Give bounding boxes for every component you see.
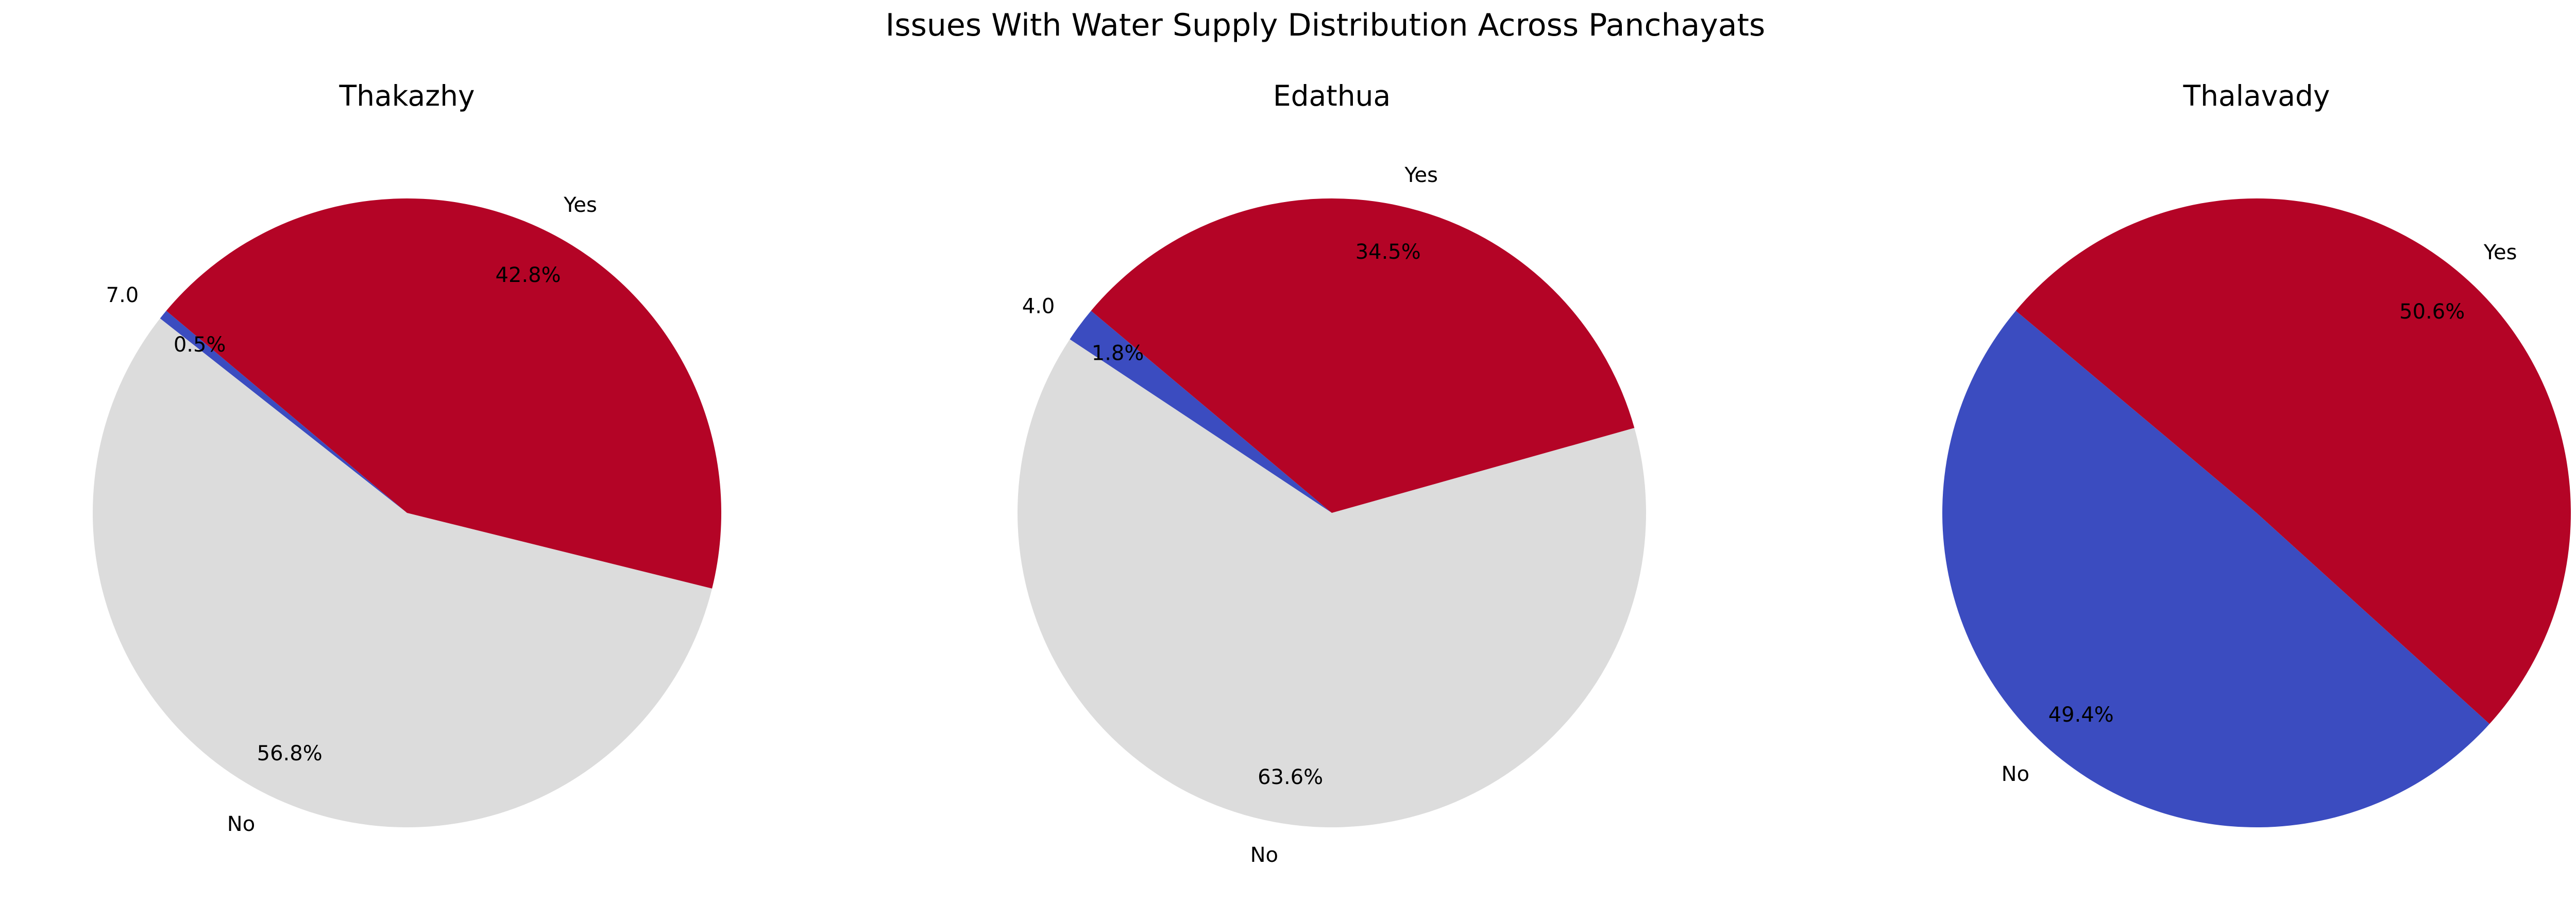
pie-slice-thalavady-Yes	[2015, 198, 2571, 724]
pie-slice-edathua-Yes	[1091, 198, 1635, 513]
pie-slice-thakazhy-No	[93, 318, 713, 827]
pie-thalavady: Thalavady No 49.4% Yes 50.6%	[1942, 79, 2571, 828]
figure-title: Issues With Water Supply Distribution Ac…	[885, 7, 1766, 43]
pie-title-edathua: Edathua	[1273, 79, 1391, 112]
pie-pct-edathua-Yes: 34.5%	[1355, 240, 1421, 264]
pie-label-edathua-Yes: Yes	[1404, 163, 1438, 187]
pie-slice-thalavady-No	[1942, 310, 2490, 828]
pie-pct-thakazhy-7-0: 0.5%	[174, 333, 226, 357]
pie-label-thakazhy-No: No	[227, 812, 255, 836]
pie-title-thalavady: Thalavady	[2183, 79, 2330, 112]
pie-pct-thalavady-No: 49.4%	[2048, 703, 2114, 727]
pie-label-edathua-No: No	[1250, 843, 1278, 867]
pie-label-thakazhy-7-0: 7.0	[106, 284, 139, 307]
pie-slice-thakazhy-Yes	[166, 198, 722, 589]
pie-label-edathua-4-0: 4.0	[1022, 294, 1055, 318]
pie-label-thalavady-Yes: Yes	[2483, 241, 2517, 264]
pie-label-thalavady-No: No	[2002, 762, 2029, 786]
pie-pct-edathua-4-0: 1.8%	[1092, 342, 1144, 365]
pie-pct-edathua-No: 63.6%	[1258, 765, 1323, 789]
pie-thakazhy: Thakazhy 7.0 0.5% No 56.8% Yes 42.8%	[93, 79, 722, 836]
pie-pct-thakazhy-No: 56.8%	[257, 742, 323, 765]
pie-slice-edathua-No	[1018, 339, 1646, 828]
pie-label-thakazhy-Yes: Yes	[563, 193, 597, 217]
pie-edathua: Edathua 4.0 1.8% No 63.6% Yes 34.5%	[1018, 79, 1646, 867]
pie-slice-edathua-4-0	[1070, 310, 1332, 513]
pie-pct-thakazhy-Yes: 42.8%	[496, 263, 561, 287]
pie-slice-thakazhy-7-0	[160, 310, 407, 513]
pie-pct-thalavady-Yes: 50.6%	[2399, 300, 2465, 324]
pie-title-thakazhy: Thakazhy	[338, 79, 474, 112]
